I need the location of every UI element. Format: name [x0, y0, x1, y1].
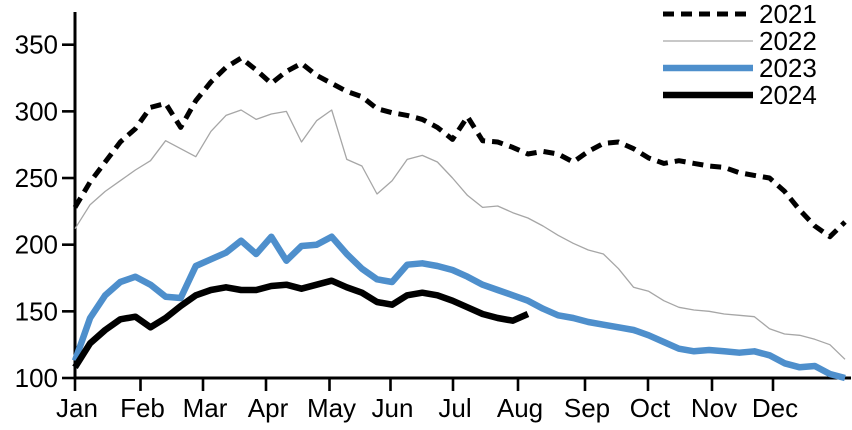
- x-tick-label: Nov: [691, 393, 737, 423]
- x-tick-label: Jul: [438, 393, 471, 423]
- series-2021-line: [72, 55, 847, 240]
- legend-label-2021: 2021: [759, 0, 817, 29]
- x-tick-label: Apr: [248, 393, 289, 423]
- x-tick-label: Dec: [752, 393, 798, 423]
- y-tick-label: 250: [15, 163, 58, 193]
- series-2024-line: [72, 277, 530, 370]
- y-tick-label: 300: [15, 96, 58, 126]
- y-tick-label: 350: [15, 30, 58, 60]
- x-tick-label: Feb: [120, 393, 165, 423]
- series-2022-line: [74, 109, 846, 360]
- x-tick-label: Sep: [564, 393, 610, 423]
- x-tick-label: Aug: [497, 393, 543, 423]
- y-tick-label: 200: [15, 230, 58, 260]
- x-tick-label: Mar: [183, 393, 228, 423]
- legend-label-2023: 2023: [759, 53, 817, 83]
- x-tick-label: Jun: [372, 393, 414, 423]
- y-tick-label: 150: [15, 296, 58, 326]
- x-tick-label: Jan: [56, 393, 98, 423]
- legend-label-2022: 2022: [759, 26, 817, 56]
- x-tick-label: Oct: [630, 393, 671, 423]
- y-tick-label: 100: [15, 363, 58, 393]
- x-tick-label: May: [307, 393, 356, 423]
- legend-label-2024: 2024: [759, 80, 817, 110]
- series-2023-line: [71, 233, 846, 382]
